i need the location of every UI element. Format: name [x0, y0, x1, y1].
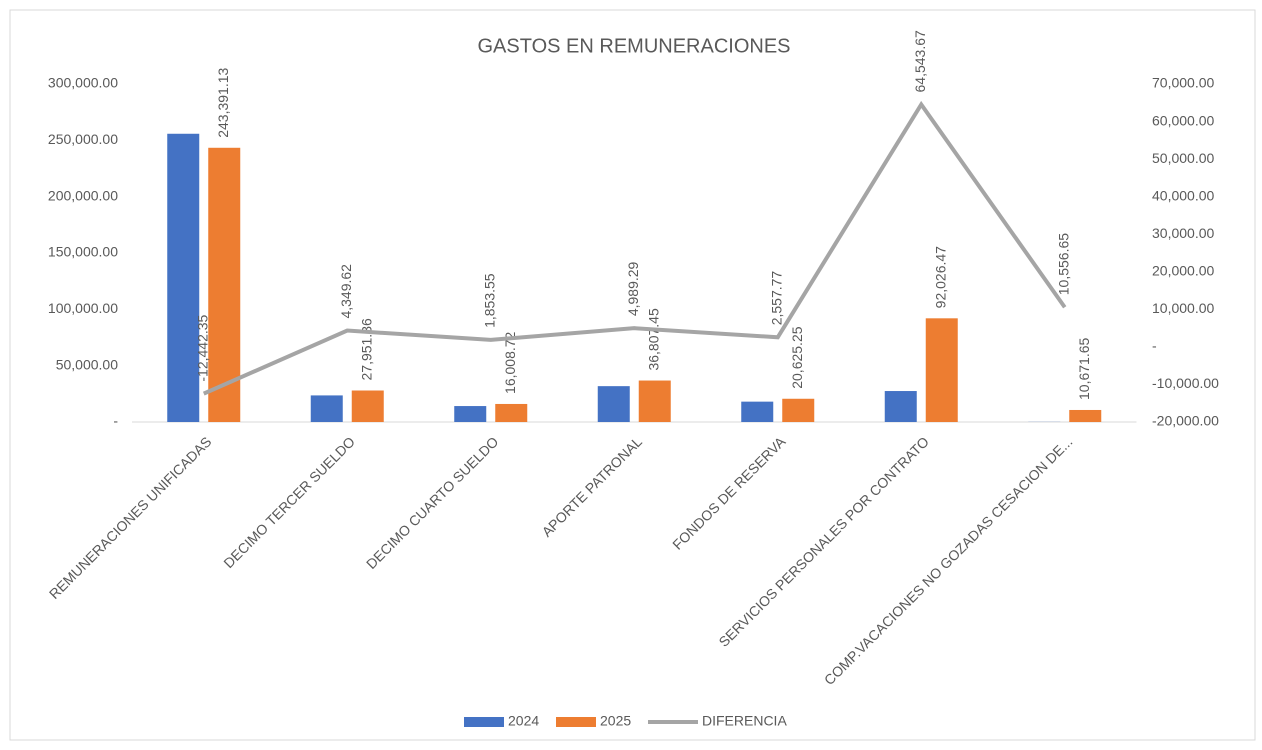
legend-label: DIFERENCIA — [702, 713, 787, 729]
data-label: 4,349.62 — [338, 264, 354, 319]
bar — [454, 406, 486, 422]
y-tick-label: 50,000.00 — [56, 356, 118, 372]
y-tick-label: - — [113, 413, 118, 429]
data-label: 20,625.25 — [789, 326, 805, 388]
y-tick-label: 250,000.00 — [48, 131, 118, 147]
bar — [1069, 410, 1101, 422]
legend-label: 2025 — [600, 713, 631, 729]
bar — [741, 402, 773, 422]
data-label: -12,442.35 — [194, 314, 210, 381]
data-label: 92,026.47 — [932, 246, 948, 308]
bar — [639, 381, 671, 422]
data-label: 27,951.36 — [358, 318, 374, 380]
bar — [352, 391, 384, 422]
legend-label: 2024 — [508, 713, 539, 729]
y2-tick-label: 70,000.00 — [1152, 75, 1214, 91]
bar — [782, 399, 814, 422]
bar — [495, 404, 527, 422]
y2-tick-label: 50,000.00 — [1152, 150, 1214, 166]
y2-tick-label: 30,000.00 — [1152, 225, 1214, 241]
bar — [885, 391, 917, 422]
data-label: 2,557.77 — [768, 271, 784, 326]
legend-swatch — [464, 717, 504, 727]
y-tick-label: 200,000.00 — [48, 187, 118, 203]
y2-tick-label: - — [1152, 338, 1157, 354]
bar — [598, 386, 630, 422]
y-tick-label: 150,000.00 — [48, 244, 118, 260]
data-label: 16,008.72 — [502, 331, 518, 393]
bar — [311, 395, 343, 422]
chart-title: GASTOS EN REMUNERACIONES — [477, 35, 790, 57]
y2-tick-label: 40,000.00 — [1152, 187, 1214, 203]
data-label: 36,807.45 — [645, 308, 661, 370]
data-label: 4,989.29 — [625, 261, 641, 316]
data-label: 10,556.65 — [1055, 233, 1071, 295]
y2-tick-label: 20,000.00 — [1152, 262, 1214, 278]
data-label: 10,671.65 — [1076, 337, 1092, 399]
bar — [926, 318, 958, 422]
data-label: 64,543.67 — [912, 30, 928, 92]
y-tick-label: 100,000.00 — [48, 300, 118, 316]
y-tick-label: 300,000.00 — [48, 75, 118, 91]
y2-tick-label: 10,000.00 — [1152, 300, 1214, 316]
legend-swatch — [556, 717, 596, 727]
y2-tick-label: -20,000.00 — [1152, 413, 1219, 429]
data-label: 1,853.55 — [481, 273, 497, 328]
y2-tick-label: -10,000.00 — [1152, 375, 1219, 391]
y2-tick-label: 60,000.00 — [1152, 112, 1214, 128]
data-label: 243,391.13 — [215, 67, 231, 137]
